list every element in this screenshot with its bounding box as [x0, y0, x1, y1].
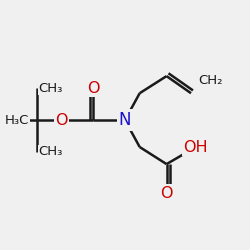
Text: CH₂: CH₂ — [198, 74, 223, 87]
Text: O: O — [55, 112, 68, 128]
Text: N: N — [119, 111, 131, 129]
Text: OH: OH — [184, 140, 208, 154]
Text: CH₃: CH₃ — [38, 146, 62, 158]
Text: O: O — [87, 81, 100, 96]
Text: O: O — [160, 186, 173, 201]
Text: H₃C: H₃C — [5, 114, 29, 126]
Text: CH₃: CH₃ — [38, 82, 62, 95]
